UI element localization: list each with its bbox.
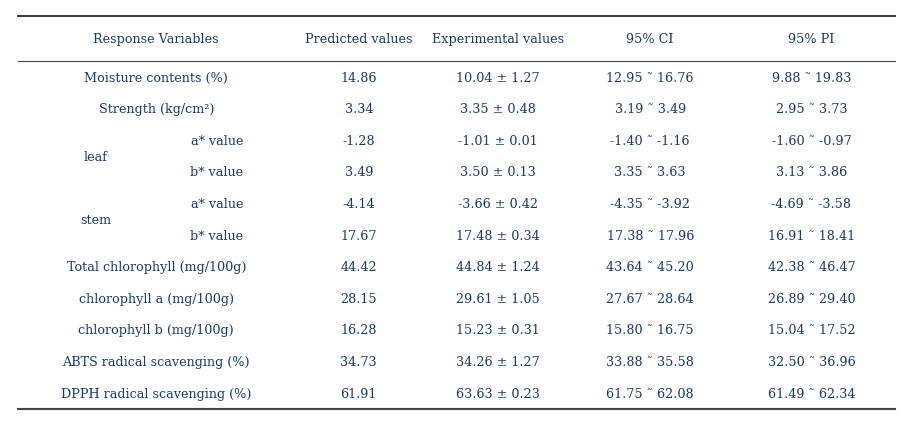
Text: 61.75 ˜ 62.08: 61.75 ˜ 62.08 [606, 387, 694, 400]
Text: leaf: leaf [84, 150, 108, 163]
Text: 3.13 ˜ 3.86: 3.13 ˜ 3.86 [776, 166, 847, 179]
Text: 3.35 ± 0.48: 3.35 ± 0.48 [460, 103, 536, 116]
Text: 29.61 ± 1.05: 29.61 ± 1.05 [456, 292, 540, 305]
Text: a* value: a* value [191, 135, 243, 147]
Text: 17.38 ˜ 17.96: 17.38 ˜ 17.96 [606, 229, 694, 242]
Text: -1.28: -1.28 [342, 135, 375, 147]
Text: 14.86: 14.86 [341, 72, 377, 84]
Text: -1.01 ± 0.01: -1.01 ± 0.01 [458, 135, 538, 147]
Text: Response Variables: Response Variables [93, 33, 219, 46]
Text: -4.69 ˜ -3.58: -4.69 ˜ -3.58 [771, 198, 852, 210]
Text: 28.15: 28.15 [341, 292, 377, 305]
Text: 61.91: 61.91 [341, 387, 377, 400]
Text: 12.95 ˜ 16.76: 12.95 ˜ 16.76 [606, 72, 694, 84]
Text: 10.04 ± 1.27: 10.04 ± 1.27 [456, 72, 540, 84]
Text: 43.64 ˜ 45.20: 43.64 ˜ 45.20 [606, 261, 694, 273]
Text: 61.49 ˜ 62.34: 61.49 ˜ 62.34 [768, 387, 855, 400]
Text: 44.42: 44.42 [341, 261, 377, 273]
Text: -3.66 ± 0.42: -3.66 ± 0.42 [457, 198, 538, 210]
Text: -1.60 ˜ -0.97: -1.60 ˜ -0.97 [771, 135, 851, 147]
Text: 32.50 ˜ 36.96: 32.50 ˜ 36.96 [768, 355, 855, 368]
Text: -4.14: -4.14 [342, 198, 375, 210]
Text: 16.28: 16.28 [341, 324, 377, 337]
Text: b* value: b* value [191, 229, 244, 242]
Text: 3.19 ˜ 3.49: 3.19 ˜ 3.49 [614, 103, 686, 116]
Text: 15.23 ± 0.31: 15.23 ± 0.31 [456, 324, 540, 337]
Text: 3.50 ± 0.13: 3.50 ± 0.13 [460, 166, 536, 179]
Text: 95% CI: 95% CI [626, 33, 674, 46]
Text: a* value: a* value [191, 198, 243, 210]
Text: 27.67 ˜ 28.64: 27.67 ˜ 28.64 [606, 292, 694, 305]
Text: Moisture contents (%): Moisture contents (%) [84, 72, 228, 84]
Text: 3.34: 3.34 [344, 103, 373, 116]
Text: Experimental values: Experimental values [432, 33, 563, 46]
Text: 44.84 ± 1.24: 44.84 ± 1.24 [456, 261, 540, 273]
Text: Predicted values: Predicted values [305, 33, 413, 46]
Text: 3.35 ˜ 3.63: 3.35 ˜ 3.63 [614, 166, 686, 179]
Text: DPPH radical scavenging (%): DPPH radical scavenging (%) [61, 387, 252, 400]
Text: 17.48 ± 0.34: 17.48 ± 0.34 [456, 229, 540, 242]
Text: chlorophyll b (mg/100g): chlorophyll b (mg/100g) [79, 324, 234, 337]
Text: -4.35 ˜ -3.92: -4.35 ˜ -3.92 [610, 198, 690, 210]
Text: Total chlorophyll (mg/100g): Total chlorophyll (mg/100g) [67, 261, 247, 273]
Text: -1.40 ˜ -1.16: -1.40 ˜ -1.16 [611, 135, 690, 147]
Text: ABTS radical scavenging (%): ABTS radical scavenging (%) [62, 355, 250, 368]
Text: chlorophyll a (mg/100g): chlorophyll a (mg/100g) [79, 292, 234, 305]
Text: 15.80 ˜ 16.75: 15.80 ˜ 16.75 [606, 324, 694, 337]
Text: Strength (kg/cm²): Strength (kg/cm²) [99, 103, 214, 116]
Text: 2.95 ˜ 3.73: 2.95 ˜ 3.73 [776, 103, 847, 116]
Text: 3.49: 3.49 [344, 166, 373, 179]
Text: 17.67: 17.67 [341, 229, 377, 242]
Text: 16.91 ˜ 18.41: 16.91 ˜ 18.41 [768, 229, 855, 242]
Text: 15.04 ˜ 17.52: 15.04 ˜ 17.52 [768, 324, 855, 337]
Text: 26.89 ˜ 29.40: 26.89 ˜ 29.40 [768, 292, 855, 305]
Text: 95% PI: 95% PI [788, 33, 834, 46]
Text: 63.63 ± 0.23: 63.63 ± 0.23 [456, 387, 540, 400]
Text: 34.73: 34.73 [341, 355, 377, 368]
Text: 33.88 ˜ 35.58: 33.88 ˜ 35.58 [606, 355, 694, 368]
Text: 34.26 ± 1.27: 34.26 ± 1.27 [456, 355, 540, 368]
Text: 42.38 ˜ 46.47: 42.38 ˜ 46.47 [768, 261, 855, 273]
Text: stem: stem [80, 213, 111, 226]
Text: 9.88 ˜ 19.83: 9.88 ˜ 19.83 [771, 72, 851, 84]
Text: b* value: b* value [191, 166, 244, 179]
